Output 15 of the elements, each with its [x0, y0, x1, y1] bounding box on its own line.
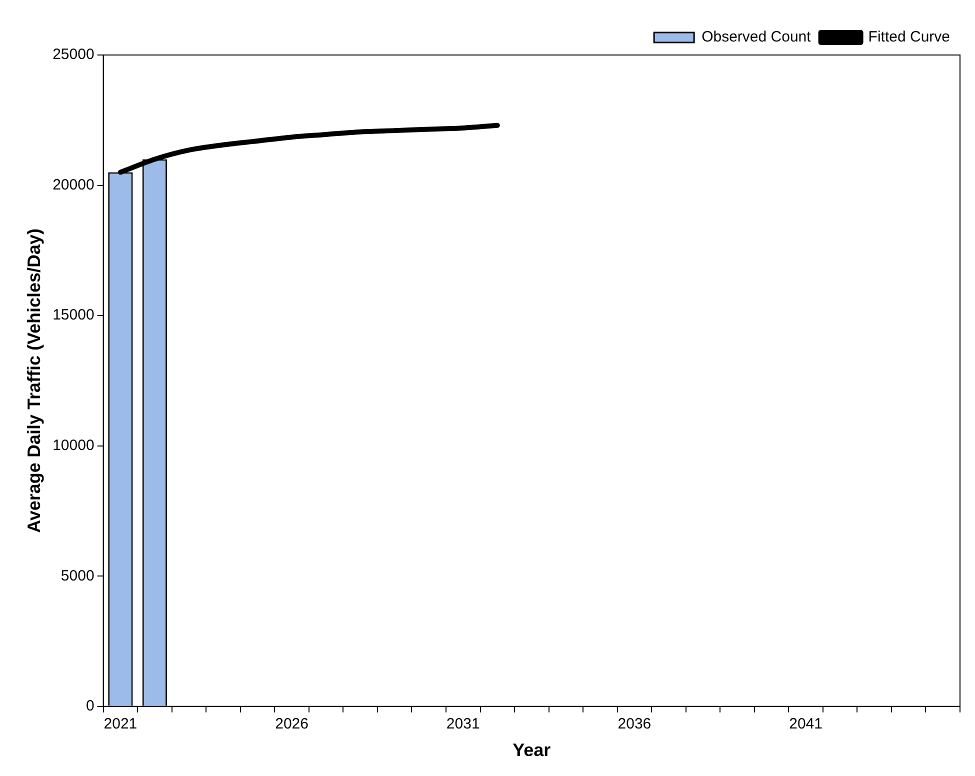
legend-label: Fitted Curve — [868, 28, 950, 46]
y-axis-title: Average Daily Traffic (Vehicles/Day) — [24, 228, 44, 533]
x-tick-label: 2031 — [446, 716, 480, 733]
x-tick-label: 2036 — [618, 716, 652, 733]
y-tick-label: 20000 — [52, 176, 94, 194]
x-tick-label: 2026 — [275, 716, 308, 733]
y-tick-label: 15000 — [52, 306, 94, 324]
y-tick-label: 0 — [86, 698, 94, 715]
x-tick-label: 2041 — [789, 716, 822, 733]
legend-label: Observed Count — [702, 28, 812, 46]
y-tick-label: 25000 — [52, 46, 94, 64]
y-tick-label: 5000 — [60, 567, 94, 584]
x-tick-label: 2021 — [104, 716, 138, 733]
y-tick-label: 10000 — [52, 436, 94, 454]
x-axis-title: Year — [512, 740, 551, 760]
